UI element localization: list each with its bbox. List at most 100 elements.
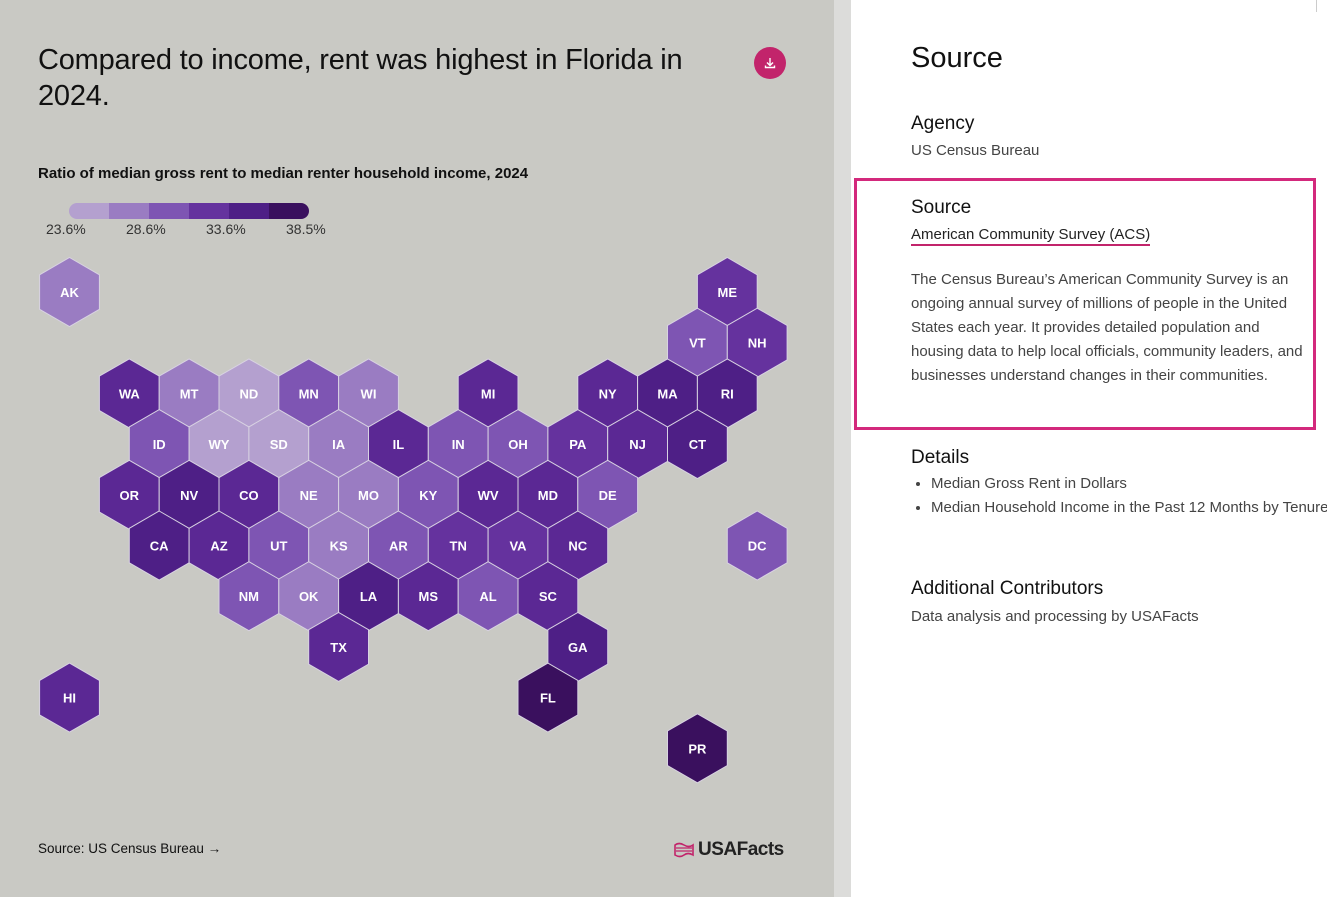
- state-label: IN: [452, 437, 465, 452]
- state-label: WA: [119, 386, 141, 401]
- state-label: NM: [239, 589, 259, 604]
- usafacts-logo: USAFacts: [673, 838, 784, 862]
- legend-label-min: 23.6%: [46, 221, 86, 237]
- state-label: IA: [332, 437, 346, 452]
- state-hex-pr[interactable]: PR: [667, 713, 728, 784]
- state-hex-ri[interactable]: RI: [696, 358, 758, 429]
- state-hex-al[interactable]: AL: [457, 561, 519, 632]
- legend-color-bar: [69, 203, 309, 219]
- state-label: ND: [240, 386, 259, 401]
- state-hex-ks[interactable]: KS: [308, 510, 369, 581]
- panel-title: Source: [911, 42, 1003, 74]
- arrow-right-icon: →: [207, 841, 222, 856]
- details-list: Median Gross Rent in Dollars Median Hous…: [911, 472, 1327, 520]
- state-hex-shape[interactable]: [308, 611, 369, 682]
- source-description: The Census Bureau’s American Community S…: [911, 271, 1303, 384]
- state-label: NY: [599, 386, 617, 401]
- state-label: SC: [539, 589, 558, 604]
- state-label: NE: [300, 488, 318, 503]
- state-label: FL: [540, 691, 556, 706]
- state-hex-ca[interactable]: CA: [128, 510, 190, 581]
- state-hex-wy[interactable]: WY: [188, 409, 250, 480]
- contributors-value: Data analysis and processing by USAFacts: [911, 608, 1199, 625]
- contributors-heading: Additional Contributors: [911, 578, 1104, 599]
- legend-segment: [69, 203, 109, 219]
- state-label: KS: [330, 539, 348, 554]
- legend-label-3: 33.6%: [206, 221, 246, 237]
- state-label: NH: [748, 336, 767, 351]
- chart-title: Compared to income, rent was highest in …: [38, 44, 683, 112]
- state-hex-wv[interactable]: WV: [457, 459, 519, 530]
- download-button[interactable]: [754, 47, 786, 79]
- state-label: MT: [180, 386, 199, 401]
- state-hex-az[interactable]: AZ: [188, 510, 250, 581]
- state-label: UT: [270, 539, 287, 554]
- state-hex-dc[interactable]: DC: [726, 510, 788, 581]
- state-label: CA: [150, 539, 169, 554]
- state-label: TX: [330, 640, 347, 655]
- source-link[interactable]: Source: US Census Bureau →: [38, 841, 221, 856]
- state-label: TN: [450, 539, 467, 554]
- state-hex-in[interactable]: IN: [427, 409, 489, 480]
- state-label: PA: [569, 437, 587, 452]
- legend-label-2: 28.6%: [126, 221, 166, 237]
- state-label: KY: [419, 488, 437, 503]
- state-label: MN: [299, 386, 319, 401]
- state-label: WV: [478, 488, 499, 503]
- state-hex-nh[interactable]: NH: [726, 307, 788, 378]
- state-hex-ct[interactable]: CT: [667, 409, 728, 480]
- legend-segment: [269, 203, 309, 219]
- state-hex-shape[interactable]: [667, 409, 728, 480]
- state-hex-shape[interactable]: [39, 662, 100, 733]
- state-hex-md[interactable]: MD: [517, 459, 579, 530]
- hex-tile-map: AK ME VT NH WA MT ND MN WI MI NY MA RI ID WY SD IA IL IN OH…: [39, 256, 788, 784]
- state-label: NV: [180, 488, 198, 503]
- legend-segment: [149, 203, 189, 219]
- agency-value: US Census Bureau: [911, 142, 1040, 159]
- state-hex-shape[interactable]: [726, 510, 788, 581]
- scrollbar[interactable]: [1316, 0, 1327, 12]
- chart-panel: Compared to income, rent was highest in …: [0, 0, 834, 897]
- legend-label-max: 38.5%: [286, 221, 326, 237]
- state-label: MD: [538, 488, 558, 503]
- state-hex-fl[interactable]: FL: [517, 662, 579, 733]
- legend: 23.6% 28.6% 33.6% 38.5%: [40, 202, 360, 242]
- state-label: PR: [688, 741, 707, 756]
- state-hex-ak[interactable]: AK: [39, 256, 100, 328]
- details-item: Median Household Income in the Past 12 M…: [931, 496, 1327, 520]
- state-label: OK: [299, 589, 319, 604]
- state-label: AZ: [210, 539, 227, 554]
- panel-divider: [834, 0, 851, 897]
- state-label: NJ: [629, 437, 646, 452]
- download-icon: [764, 58, 776, 69]
- state-label: GA: [568, 640, 588, 655]
- state-hex-ky[interactable]: KY: [397, 459, 459, 530]
- state-label: MO: [358, 488, 379, 503]
- state-label: RI: [721, 386, 734, 401]
- state-label: ID: [153, 437, 166, 452]
- logo-text: USAFacts: [698, 839, 784, 860]
- state-label: LA: [360, 589, 378, 604]
- details-heading: Details: [911, 447, 970, 468]
- state-hex-hi[interactable]: HI: [39, 662, 100, 733]
- agency-heading: Agency: [911, 113, 975, 134]
- state-hex-shape[interactable]: [39, 256, 100, 328]
- state-hex-shape[interactable]: [517, 662, 579, 733]
- state-label: MS: [419, 589, 439, 604]
- state-label: OH: [508, 437, 528, 452]
- state-label: ME: [718, 285, 738, 300]
- state-hex-me[interactable]: ME: [696, 256, 758, 328]
- state-hex-nc[interactable]: NC: [547, 510, 609, 581]
- state-hex-shape[interactable]: [667, 713, 728, 784]
- state-label: HI: [63, 691, 76, 706]
- state-label: CO: [239, 488, 259, 503]
- state-hex-tx[interactable]: TX: [308, 611, 369, 682]
- legend-segment: [109, 203, 149, 219]
- state-label: WY: [209, 437, 230, 452]
- chart-subtitle: Ratio of median gross rent to median ren…: [38, 165, 529, 182]
- state-hex-va[interactable]: VA: [487, 510, 549, 581]
- source-heading: Source: [911, 197, 972, 218]
- state-label: VA: [509, 539, 527, 554]
- state-label: SD: [270, 437, 288, 452]
- acs-link[interactable]: American Community Survey (ACS): [911, 226, 1151, 246]
